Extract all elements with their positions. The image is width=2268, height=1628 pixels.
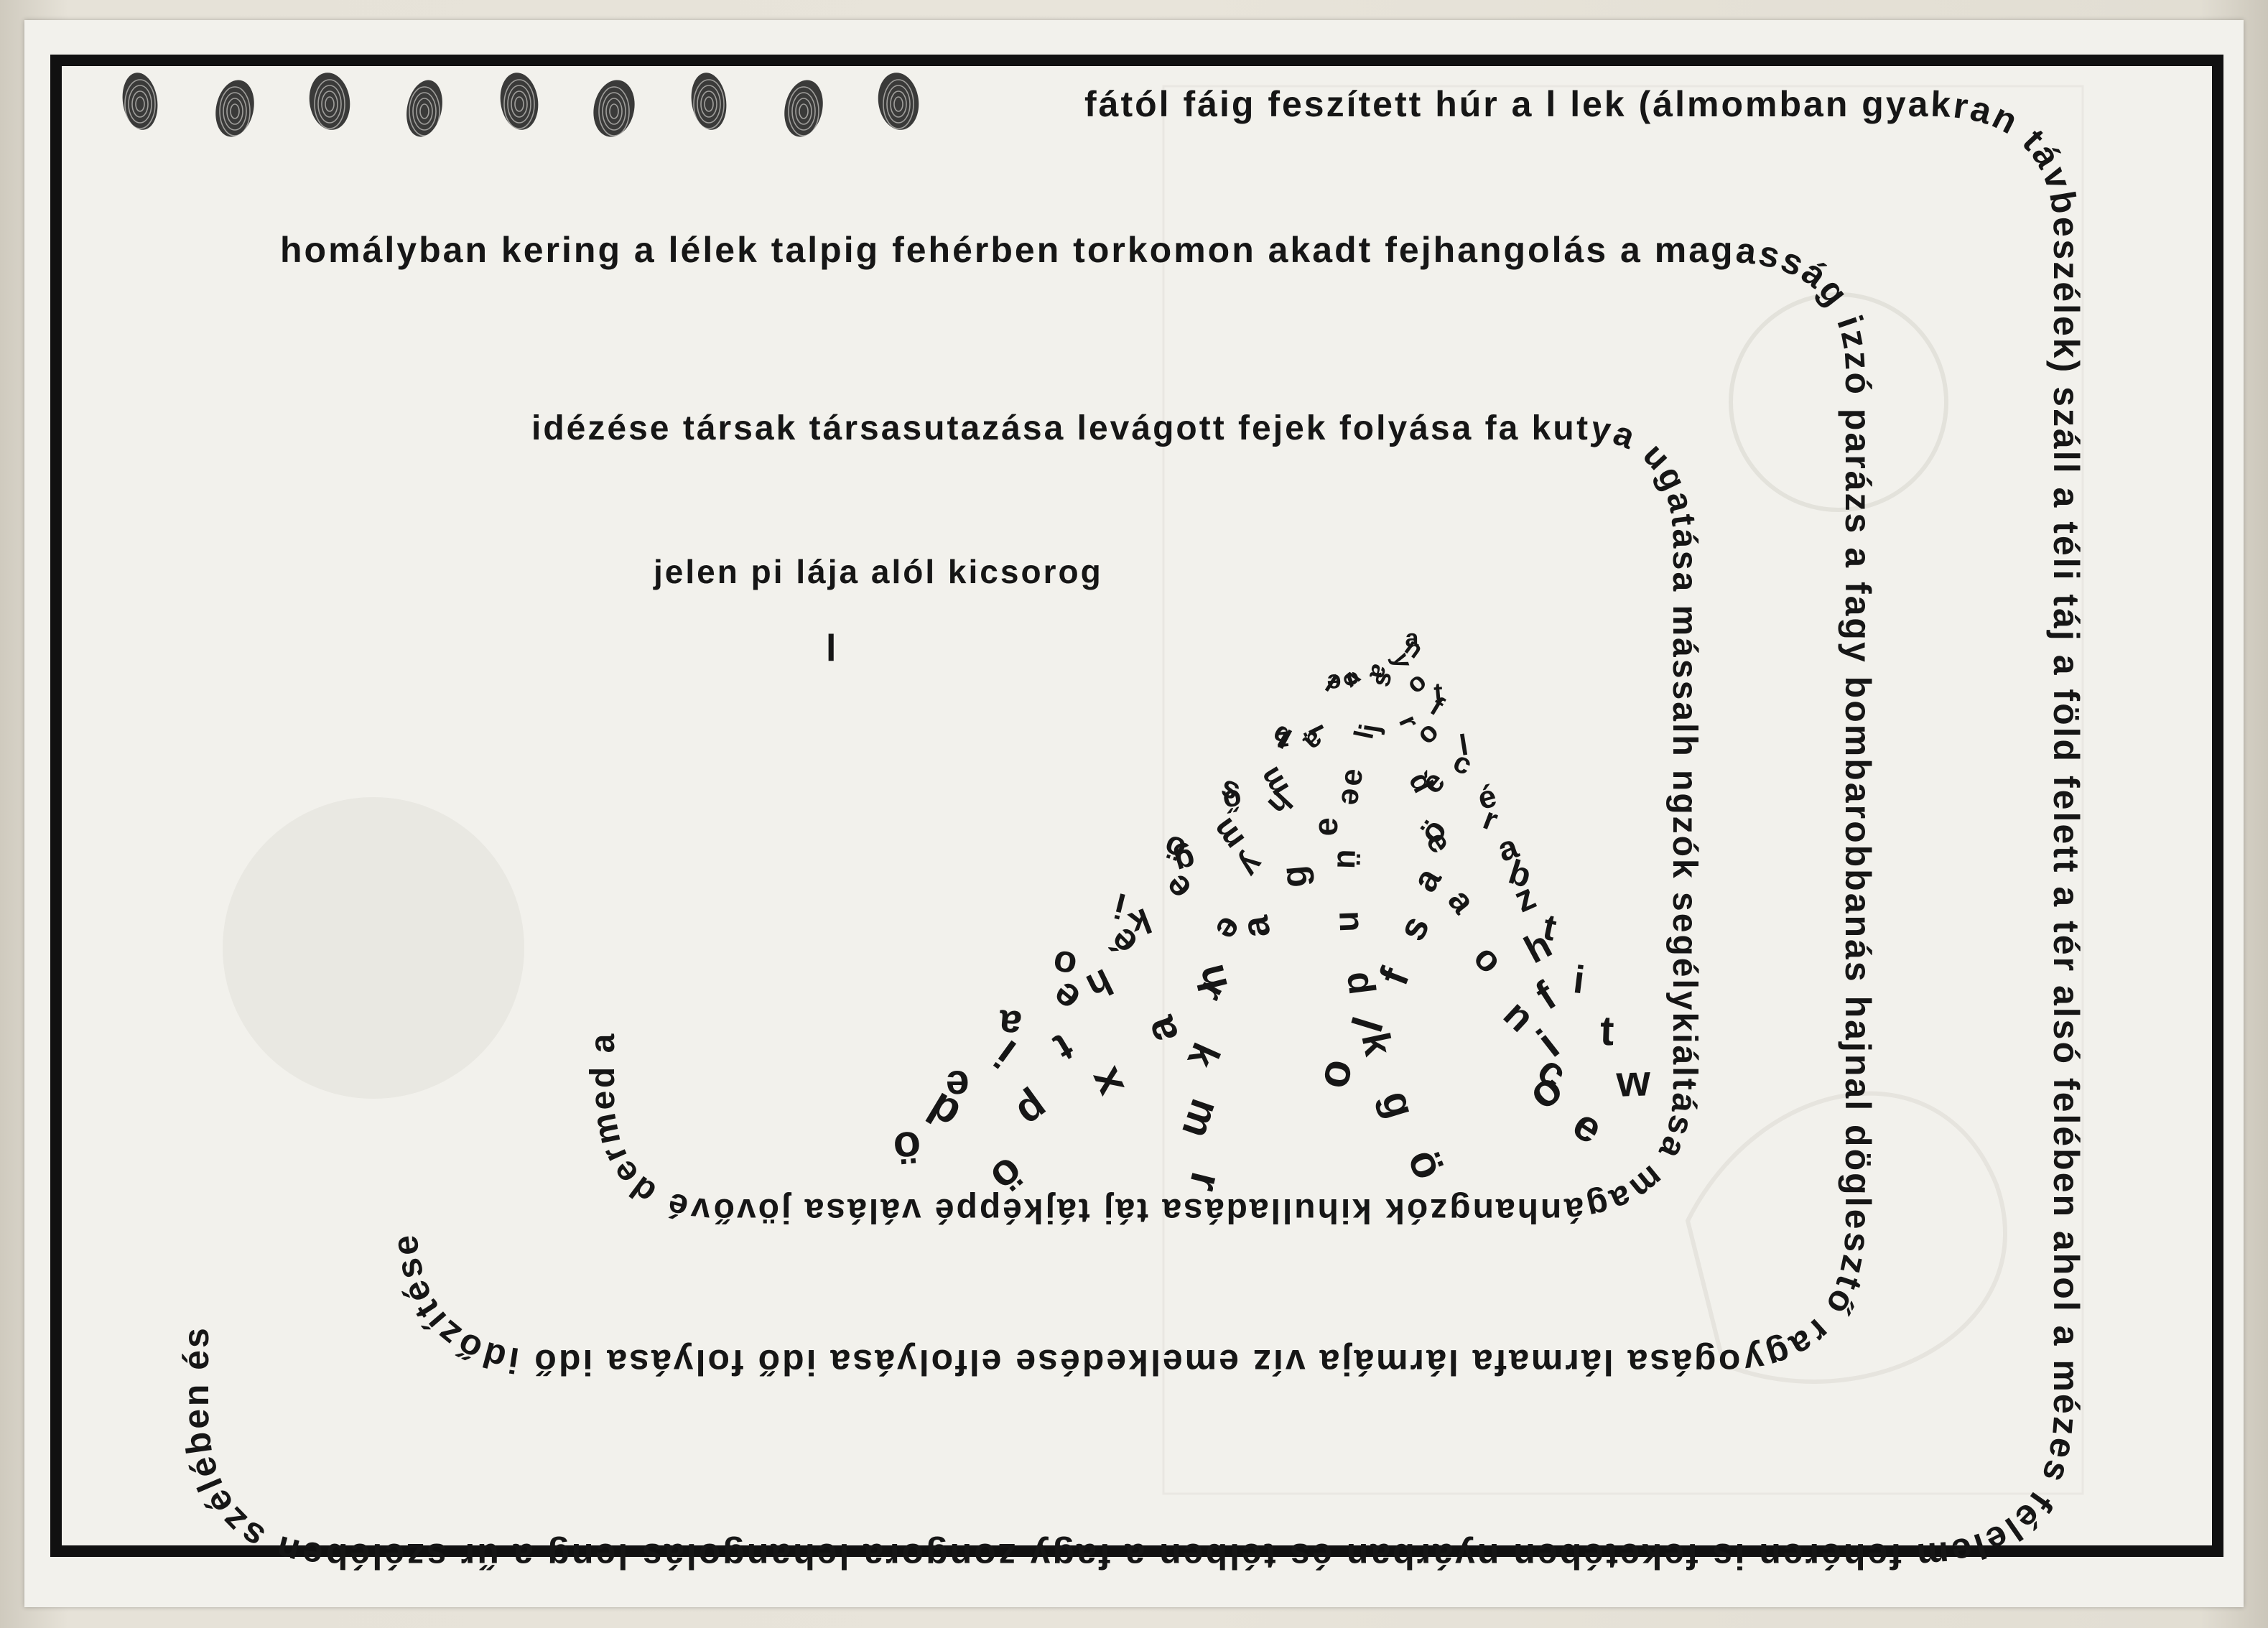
fingerprint-mark [593,80,635,137]
spiral-letter: g [1273,864,1315,889]
spiral-letter: h [1080,960,1119,1008]
poem-segment: válása jövővé dermed a [584,1032,933,1229]
poem-segment: ahol a mézes félelem fehéren is feketébe… [861,1219,2086,1577]
spiral-letter: a [1441,882,1482,921]
spiral-letter: s [1390,909,1438,947]
show-through-background [223,85,2084,1495]
fingerprint-mark [122,73,158,130]
spiral-letter: m [1252,761,1296,802]
spiral-letter: a [996,1001,1023,1048]
fingerprint-mark [784,80,823,137]
spiral-letter: p [1008,1084,1057,1138]
spiral-letter: w [1614,1056,1651,1106]
spiral-letter: t [1599,1008,1615,1055]
spiral-letter: b [1268,718,1297,753]
spiral-letter: ö [891,1121,923,1173]
spiral-letter: i [1110,885,1129,926]
spiral-letter: e [1306,817,1344,836]
spiral-letter: t [1046,1025,1081,1071]
spiral-letter: e [1042,973,1088,1022]
spiral-letter: d [1339,969,1382,997]
spiral-letter: g [1372,1085,1425,1123]
poem-segment: a magasság izzó parázs a fagy bombarobba… [1608,230,1878,984]
fingerprint-mark [215,80,254,137]
spiral-letter: e [1334,767,1370,787]
spiral-letter: h [1186,960,1237,995]
fingerprint-mark [309,73,350,130]
paper-sheet [24,20,2244,1607]
black-border-frame [50,55,2223,1557]
fingerprint-mark [406,80,442,137]
spiral-letter: a [1405,625,1420,652]
spiral-letter: a [1234,913,1279,941]
poem-segment: távbeszélek) száll a téli táj a föld fel… [2006,111,2086,1219]
spiral-letter: e [1326,669,1342,699]
spiral-letter: a [1134,1010,1187,1049]
spiral-letter: o [1400,666,1432,699]
poem-segment: fától fáig feszített húr a l lek (álmomb… [1084,84,2026,143]
spiral-letter: c [1449,745,1478,781]
spiral-letter: e [1335,786,1370,807]
spiral-letter: ü [1330,849,1367,870]
poem-segment: idézése társak társasutazása levágott fe… [531,409,1520,447]
poem-segment: elfolyása idő folyása idő időzítése [384,1232,1013,1382]
poem-segment: homályban kering a lélek talpig fehérben… [280,230,1608,270]
fingerprint-row [122,73,919,137]
poem-line-third: idézése társak társasutazása levágott fe… [531,409,1704,1229]
poem-line-fourth: jelen pi lája alól kicsorog [653,553,1103,590]
spiral-letter: ö [1398,1143,1454,1186]
fingerprint-mark [500,73,539,130]
poem-segment: magánhangzók kihulladása táj tájképpé [933,1149,1682,1229]
spiral-letter: o [1466,936,1511,981]
spiral-letter: y [1232,847,1272,884]
spiral-letter: m [1173,1093,1230,1144]
spiral-letter: e [1565,1099,1612,1153]
fingerprint-mark [878,73,919,130]
spiral-letter: x [1078,1061,1134,1104]
spiral-letter: t [1433,677,1444,707]
poem-segment: jelen pi lája alól kicsorog [653,553,1103,590]
spiral-letter: n [1331,910,1370,932]
spiral-letter: l [1343,1012,1393,1038]
spiral-letter: k [1179,1036,1229,1075]
spiral-letter: z [1508,875,1541,920]
spiral-letter: e [946,1061,970,1109]
fingerprint-mark [691,73,727,130]
spiral-letter: i [1571,958,1586,1002]
stray-letter: l [826,628,836,669]
spiral-letter: o [1306,1054,1362,1092]
spiral-letter: a [1404,860,1449,898]
